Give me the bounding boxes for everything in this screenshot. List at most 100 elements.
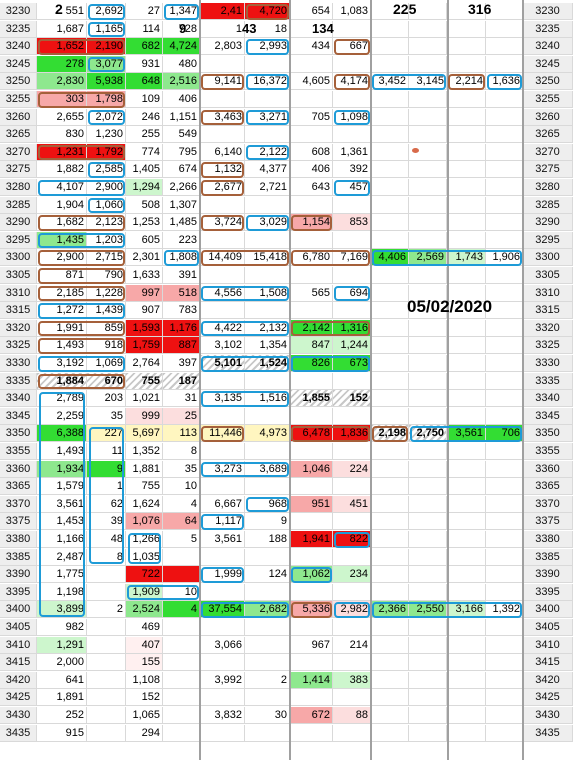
data-cell: 931 [126, 55, 163, 73]
table-row: 3370 3,561 62 1,624 4 6,667 968 951 451 3370 [0, 495, 573, 513]
strike-cell-right: 3435 [523, 724, 573, 742]
data-cell: 1,891 [37, 689, 87, 707]
table-row: 3235 1,687 1,165 114 728 1 18 3235 [0, 20, 573, 38]
data-cell [245, 91, 290, 108]
data-cell: 951 [290, 495, 333, 513]
strike-cell-right: 3300 [523, 249, 573, 267]
data-cell [486, 531, 523, 548]
data-cell: 2,190 [87, 38, 126, 56]
data-cell [409, 355, 447, 372]
data-cell: 5,336 [290, 601, 333, 619]
data-cell [245, 724, 290, 742]
data-cell: 2,803 [200, 38, 245, 56]
table-row: 3360 1,934 9 1,881 35 3,273 3,689 1,046 224 3360 [0, 460, 573, 478]
data-cell: 1,154 [290, 214, 333, 232]
strike-cell-right: 3330 [523, 355, 573, 372]
data-cell: 2 [87, 601, 126, 619]
data-cell: 48 [87, 531, 126, 548]
strike-cell-right: 3420 [523, 671, 573, 689]
data-cell: 4,973 [245, 425, 290, 443]
table-row: 3325 1,493 918 1,759 887 3,102 1,354 847 1,244 33… [0, 337, 573, 355]
data-cell [245, 407, 290, 425]
data-cell: 7,169 [333, 249, 371, 267]
data-cell: 1,198 [37, 583, 87, 601]
data-cell [409, 495, 447, 513]
data-cell [87, 566, 126, 584]
table-row: 3345 2,259 35 999 25 3345 [0, 407, 573, 425]
annotation-225: 225 [393, 1, 417, 17]
data-cell: 3,273 [200, 460, 245, 478]
data-cell: 1,508 [245, 284, 290, 302]
data-cell: 2,677 [200, 179, 245, 196]
data-cell: 755 [126, 372, 163, 390]
data-cell [245, 231, 290, 249]
data-cell: 434 [290, 38, 333, 56]
data-cell: 1,516 [245, 390, 290, 408]
data-cell [447, 460, 486, 478]
data-cell: 1,307 [163, 196, 200, 214]
data-cell [245, 55, 290, 73]
data-cell: 999 [126, 407, 163, 425]
data-cell: 2,715 [87, 249, 126, 267]
data-cell: 16,372 [245, 73, 290, 91]
data-cell: 672 [290, 707, 333, 724]
data-cell [447, 108, 486, 126]
strike-cell-right: 3275 [523, 161, 573, 179]
data-cell [290, 267, 333, 284]
data-cell: 2,123 [87, 214, 126, 232]
data-cell [371, 671, 409, 689]
data-cell: 1 [87, 478, 126, 496]
data-cell: 1,165 [87, 20, 126, 38]
data-cell [333, 724, 371, 742]
data-cell: 397 [163, 355, 200, 372]
strike-cell-left: 3270 [0, 143, 37, 161]
data-cell [371, 636, 409, 654]
data-cell: 918 [87, 337, 126, 355]
data-cell [371, 196, 409, 214]
data-cell: 18 [245, 20, 290, 38]
data-cell [163, 548, 200, 566]
data-cell: 4,406 [371, 249, 409, 267]
data-cell: 2,682 [245, 601, 290, 619]
data-cell: 152 [333, 390, 371, 408]
data-cell [486, 654, 523, 672]
data-cell [371, 302, 409, 320]
strike-cell-right: 3245 [523, 55, 573, 73]
data-cell [333, 443, 371, 460]
data-cell: 113 [163, 425, 200, 443]
data-cell: 64 [163, 513, 200, 531]
data-cell [447, 513, 486, 531]
data-cell [409, 478, 447, 496]
data-cell [486, 513, 523, 531]
data-cell: 1,855 [290, 390, 333, 408]
strike-cell-right: 3285 [523, 196, 573, 214]
data-cell [409, 302, 447, 320]
data-cell: 1,060 [87, 196, 126, 214]
data-cell [486, 548, 523, 566]
data-cell: 1,228 [87, 284, 126, 302]
strike-cell-left: 3300 [0, 249, 37, 267]
data-cell [447, 231, 486, 249]
data-cell: 255 [126, 126, 163, 144]
data-cell [290, 619, 333, 636]
data-cell: 968 [245, 495, 290, 513]
data-cell [371, 143, 409, 161]
data-cell: 1,291 [37, 636, 87, 654]
data-cell: 406 [163, 91, 200, 108]
data-cell: 549 [163, 126, 200, 144]
data-cell [200, 91, 245, 108]
data-cell [409, 319, 447, 337]
strike-cell-left: 3370 [0, 495, 37, 513]
data-cell: 3,145 [409, 73, 447, 91]
data-cell: 3,561 [37, 495, 87, 513]
data-cell [163, 566, 200, 584]
data-cell [163, 671, 200, 689]
data-cell: 25 [163, 407, 200, 425]
data-cell: 3,271 [245, 108, 290, 126]
data-cell: 1,405 [126, 161, 163, 179]
strike-cell-left: 3345 [0, 407, 37, 425]
data-cell [290, 91, 333, 108]
data-cell: 1,294 [126, 179, 163, 196]
data-cell [87, 689, 126, 707]
data-cell [409, 214, 447, 232]
